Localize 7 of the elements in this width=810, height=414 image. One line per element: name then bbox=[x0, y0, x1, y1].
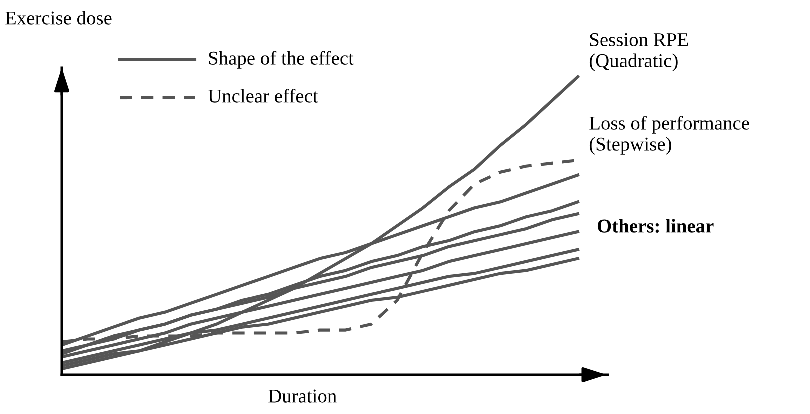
series-label: Loss of performance (Stepwise) bbox=[590, 116, 750, 155]
y-axis-title: Exercise dose bbox=[6, 11, 112, 25]
text: Shape of the effect bbox=[209, 51, 354, 69]
annotation: Unclear effect bbox=[208, 88, 318, 103]
annotation: Others: linear bbox=[598, 219, 714, 233]
x-axis-title: Duration bbox=[268, 390, 337, 403]
series-label: Session RPE (Quadratic) bbox=[590, 33, 688, 72]
